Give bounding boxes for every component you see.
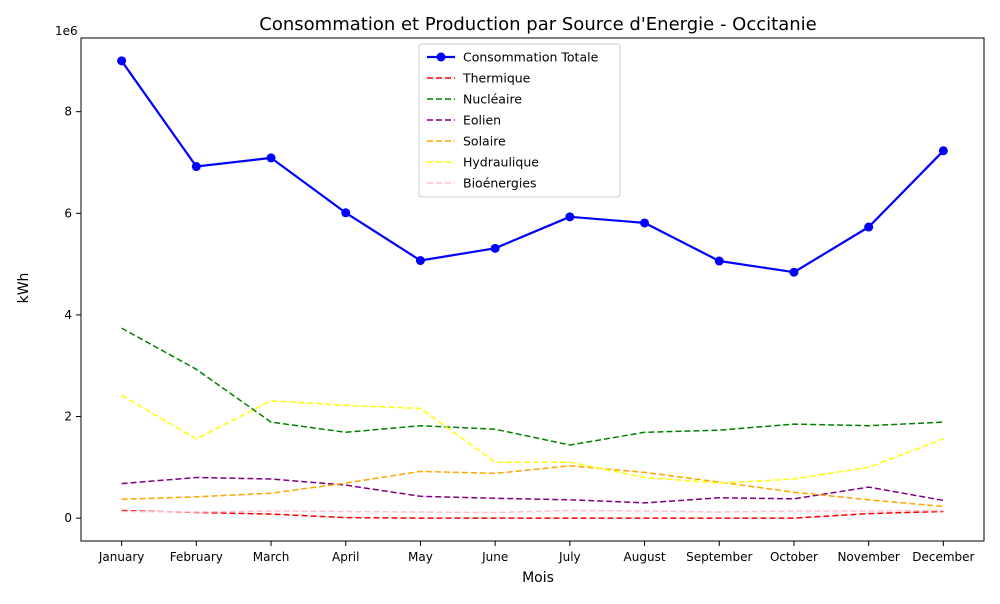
x-tick-label: July [558,550,581,564]
x-tick-label: December [912,550,974,564]
plot-frame [80,37,985,542]
y-axis-label: kWh [16,273,32,304]
data-point [117,56,127,66]
legend-label: Bioénergies [463,176,537,191]
x-tick-label: March [253,550,290,564]
x-tick-label: May [408,550,433,564]
series-line-4 [121,465,944,508]
legend-label: Thermique [462,71,531,86]
y-tick-label: 4 [64,308,72,322]
data-point [938,146,948,156]
data-point [415,256,425,266]
data-point [490,243,500,253]
data-point [640,218,650,228]
legend-label: Hydraulique [463,155,539,170]
y-tick-label: 0 [64,511,72,525]
legend-label: Eolien [463,113,501,128]
legend-marker [436,52,446,62]
legend-label: Consommation Totale [463,50,599,65]
series-line-3 [121,476,944,504]
x-axis-label: Mois [522,570,554,586]
series-lines [117,56,948,519]
series-line-2 [121,327,944,446]
series-line-5 [121,394,944,484]
chart-title: Consommation et Production par Source d'… [259,14,816,35]
legend: Consommation Totale Thermique Nucléaire Eol… [418,43,621,198]
x-tick-label: April [332,550,359,564]
x-tick-label: August [624,550,666,564]
data-point [191,162,201,172]
data-point [341,208,351,218]
series-line-1 [121,509,944,519]
x-tick-label: June [481,550,508,564]
y-tick-label: 2 [64,410,72,424]
series-line-0 [120,60,945,274]
legend-label: Solaire [463,134,506,149]
x-tick-label: October [770,550,818,564]
y-tick-label: 8 [64,105,72,119]
data-point [266,153,276,163]
data-point [714,256,724,266]
data-point [565,212,575,222]
x-tick-label: September [686,550,752,564]
axes: January February March April May June July Augu… [64,37,985,564]
x-tick-label: January [98,550,145,564]
x-tick-label: November [837,550,899,564]
data-point [864,222,874,232]
data-point [789,267,799,277]
x-tick-label: February [170,550,223,564]
y-axis-offset-label: 1e6 [55,24,78,38]
series-line-6 [121,509,944,514]
legend-label: Nucléaire [463,92,522,107]
legend-frame [418,43,621,198]
y-tick-label: 6 [64,206,72,220]
